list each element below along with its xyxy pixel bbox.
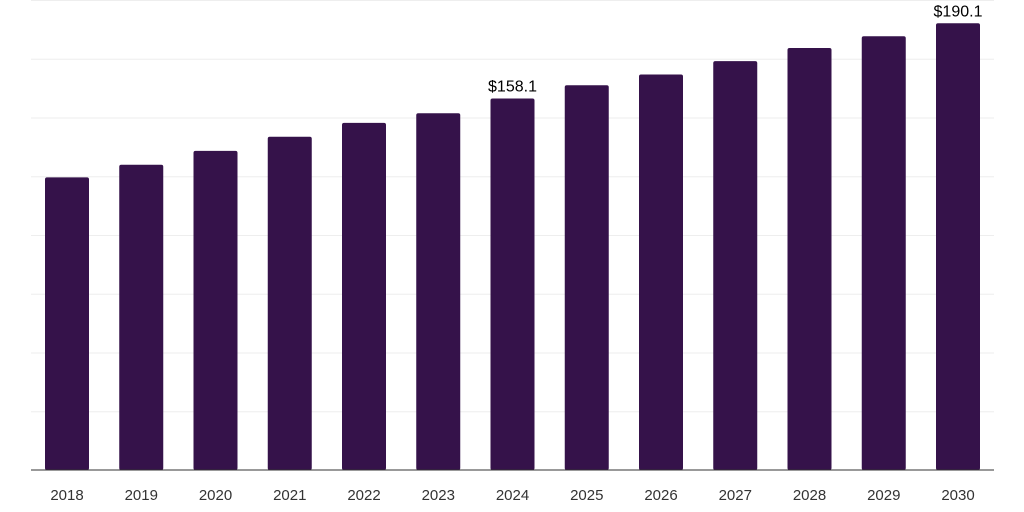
bar-2024 <box>490 98 535 470</box>
x-tick-label-2030: 2030 <box>941 487 974 504</box>
bar-2028 <box>787 47 832 470</box>
bar-2022 <box>342 122 386 470</box>
x-tick-label-2029: 2029 <box>867 487 900 504</box>
x-tick-label-2018: 2018 <box>50 487 83 504</box>
x-tick-label-2024: 2024 <box>496 487 529 504</box>
data-label-2030: $190.1 <box>934 3 983 20</box>
x-tick-label-2026: 2026 <box>644 487 677 504</box>
bar-2019 <box>119 164 164 471</box>
data-label-2024: $158.1 <box>488 78 537 95</box>
data-labels: $158.1 $190.1 <box>488 3 983 95</box>
x-tick-label-2019: 2019 <box>125 487 158 504</box>
bar-2020 <box>193 150 238 470</box>
bar-2018 <box>45 177 89 471</box>
x-tick-label-2020: 2020 <box>199 487 232 504</box>
bar-2029 <box>861 36 906 470</box>
x-tick-label-2021: 2021 <box>273 487 306 504</box>
bar-2025 <box>564 85 609 470</box>
x-tick-label-2027: 2027 <box>719 487 752 504</box>
bar-2027 <box>713 61 758 470</box>
x-tick-label-2025: 2025 <box>570 487 603 504</box>
bar-2021 <box>267 136 312 470</box>
bars <box>45 23 980 471</box>
bar-2023 <box>416 113 461 471</box>
bar-2026 <box>639 74 683 470</box>
x-tick-label-2022: 2022 <box>347 487 380 504</box>
x-axis-tick-labels: 2018 2019 2020 2021 2022 2023 2024 2025 2026 2027… <box>50 487 974 504</box>
x-tick-label-2028: 2028 <box>793 487 826 504</box>
x-tick-label-2023: 2023 <box>422 487 455 504</box>
bar-2030 <box>936 23 980 470</box>
